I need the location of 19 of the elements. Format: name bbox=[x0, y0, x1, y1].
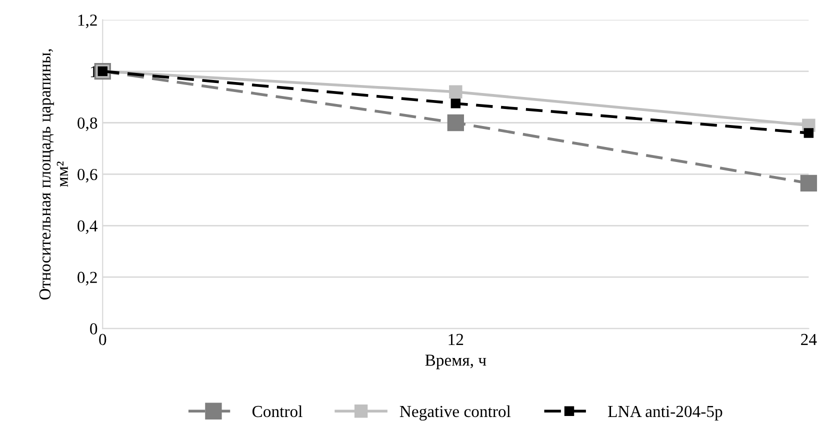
y-tick-label: 0,6 bbox=[78, 168, 98, 183]
y-tick-label: 1,2 bbox=[78, 14, 97, 28]
y-tick-label: 0,8 bbox=[78, 117, 98, 132]
point bbox=[800, 174, 818, 192]
legend-label: LNA anti-204-5p bbox=[608, 406, 722, 420]
point bbox=[449, 85, 462, 98]
point bbox=[450, 98, 461, 108]
y-tick-label: 0,2 bbox=[78, 272, 97, 286]
y-tick-label: 0 bbox=[90, 323, 98, 334]
x-tick-label: 12 bbox=[448, 334, 464, 345]
y-tick-label: 0,4 bbox=[78, 220, 98, 234]
legend-label: Control bbox=[252, 405, 302, 418]
legend-label: Negative control bbox=[400, 405, 511, 421]
x-tick-label: 24 bbox=[801, 334, 817, 345]
point bbox=[447, 114, 464, 132]
x-axis-title: Время, ч bbox=[425, 354, 486, 370]
y-axis-title: Относительная площадь царапины, мм² bbox=[39, 49, 68, 300]
point bbox=[804, 128, 814, 138]
x-tick-label: 0 bbox=[99, 334, 106, 346]
